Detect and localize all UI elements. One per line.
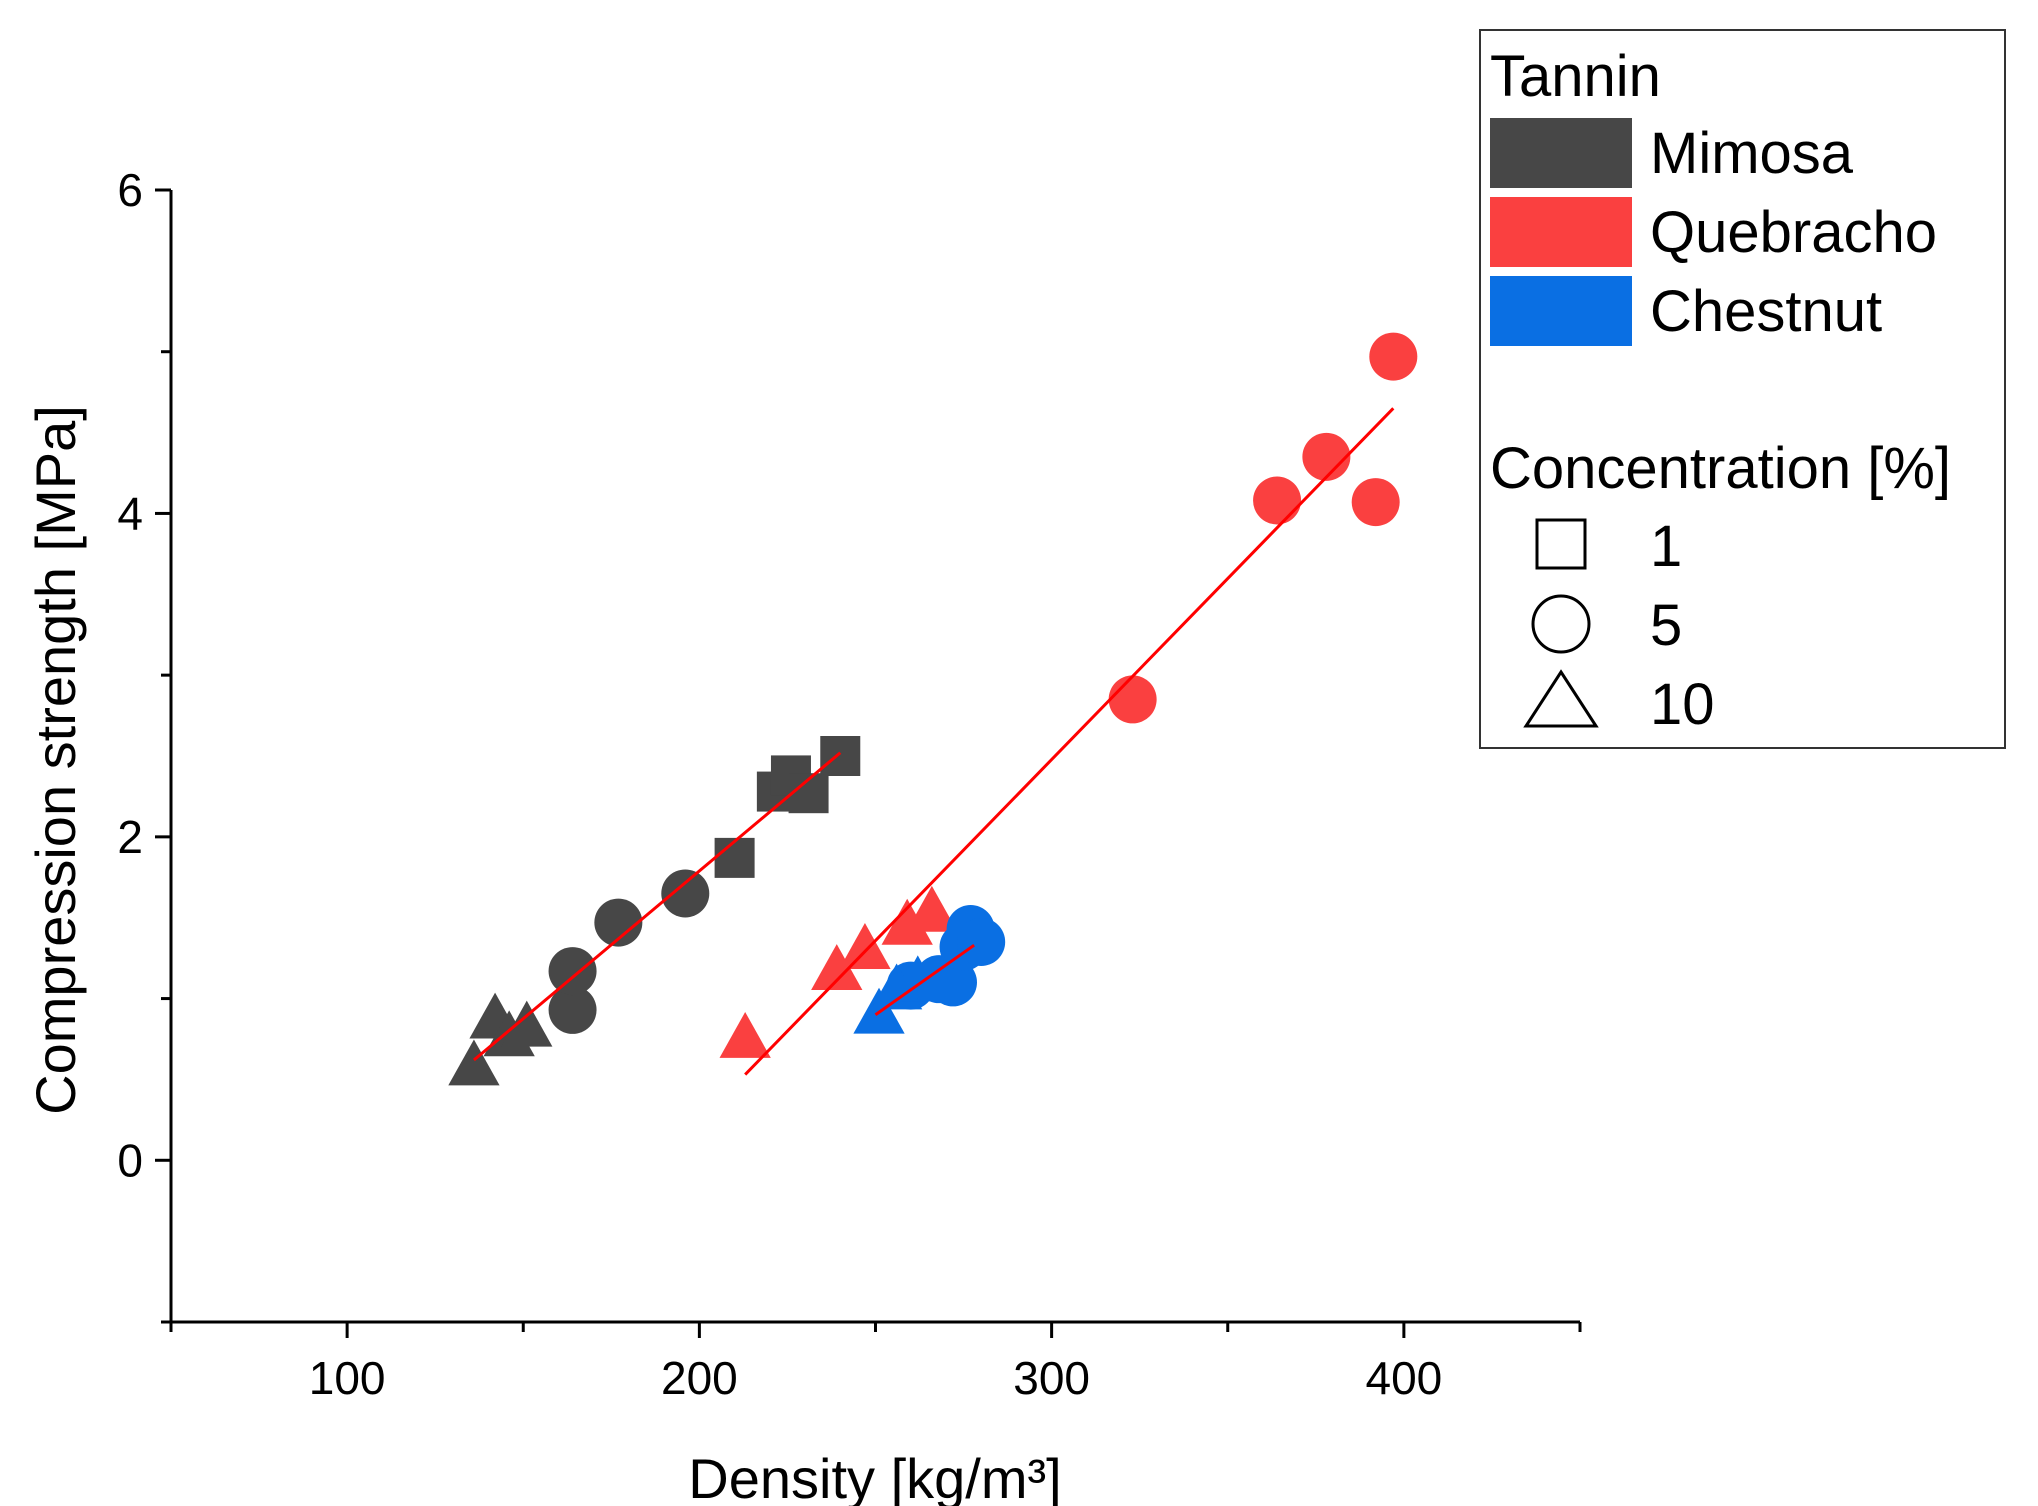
fit-line: [472, 751, 842, 1062]
legend: Tannin Mimosa Quebracho Chestnut Concent…: [1479, 29, 2006, 749]
x-tick-label: 200: [661, 1352, 738, 1404]
legend-square-marker: [1535, 518, 1587, 570]
x-axis-title: Density [kg/m³]: [688, 1447, 1061, 1506]
legend-label-chestnut: Chestnut: [1650, 279, 1882, 344]
legend-label-quebracho: Quebracho: [1650, 200, 1937, 265]
data-point-triangle: [881, 898, 933, 945]
legend-label-mimosa: Mimosa: [1650, 121, 1854, 186]
y-tick-label: 4: [117, 487, 143, 539]
axes: 100 200 300 400 0 2 4 6: [117, 164, 1582, 1404]
data-point-triangle: [501, 1000, 553, 1047]
fit-line: [874, 943, 975, 1016]
data-point-circle: [1253, 476, 1302, 525]
legend-label-5: 5: [1650, 593, 1682, 658]
y-tick-label: 6: [117, 164, 143, 216]
legend-tannin-title: Tannin: [1490, 44, 1661, 109]
data-point-circle: [1302, 432, 1351, 481]
data-point-circle: [1108, 675, 1157, 724]
data-point-triangle: [448, 1039, 500, 1086]
data-point-square: [714, 837, 755, 878]
legend-concentration-title: Concentration [%]: [1490, 436, 1951, 501]
legend-swatch-mimosa: [1490, 118, 1632, 188]
x-tick-label: 100: [309, 1352, 386, 1404]
y-axis-title: Compression strength [MPa]: [24, 405, 87, 1115]
data-point-circle: [548, 985, 597, 1034]
data-point-square: [820, 736, 861, 776]
series-mimosa-10: [448, 992, 553, 1086]
legend-swatch-quebracho: [1490, 197, 1632, 267]
data-point-triangle: [892, 955, 944, 1002]
plot-area: [448, 332, 1418, 1086]
data-point-circle: [661, 869, 710, 918]
series-mimosa-1: [714, 736, 861, 878]
data-point-triangle: [839, 923, 891, 969]
legend-swatch-chestnut: [1490, 276, 1632, 346]
data-point-circle: [1351, 478, 1400, 527]
legend-label-1: 1: [1650, 514, 1682, 579]
data-point-circle: [957, 917, 1006, 966]
series-quebracho-5: [1108, 332, 1418, 724]
data-point-triangle: [906, 885, 958, 932]
legend-label-10: 10: [1650, 672, 1715, 737]
data-point-triangle: [811, 944, 863, 990]
x-tick-label: 300: [1013, 1352, 1090, 1404]
series-quebracho-10: [719, 885, 958, 1058]
y-tick-label: 2: [117, 811, 143, 863]
data-point-circle: [594, 898, 643, 947]
y-tick-label: 0: [117, 1134, 143, 1186]
data-point-triangle: [719, 1012, 771, 1058]
data-point-circle: [1369, 332, 1418, 381]
series-mimosa-5: [548, 869, 710, 1034]
legend-triangle-marker: [1523, 669, 1599, 728]
legend-circle-marker: [1531, 594, 1591, 654]
x-tick-label: 400: [1366, 1352, 1443, 1404]
data-point-circle: [548, 947, 597, 996]
fit-line: [744, 407, 1395, 1076]
